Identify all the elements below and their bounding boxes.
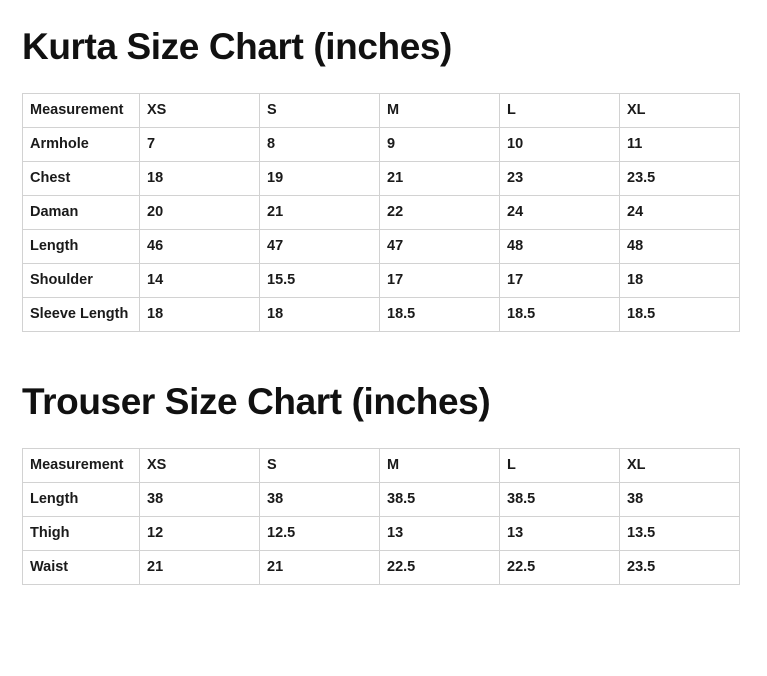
- cell-s: 47: [259, 229, 380, 264]
- table-row: Shoulder 14 15.5 17 17 18: [22, 263, 740, 298]
- kurta-size-table: Measurement XS S M L XL Armhole 7 8 9 10…: [22, 93, 740, 332]
- cell-m: 22: [379, 195, 500, 230]
- cell-s: 21: [259, 195, 380, 230]
- row-label: Shoulder: [22, 263, 140, 298]
- row-label: Sleeve Length: [22, 297, 140, 332]
- table-row: Armhole 7 8 9 10 11: [22, 127, 740, 162]
- table-row: Thigh 12 12.5 13 13 13.5: [22, 516, 740, 551]
- row-label: Waist: [22, 550, 140, 585]
- cell-s: 18: [259, 297, 380, 332]
- cell-xl: 48: [619, 229, 740, 264]
- cell-s: 38: [259, 482, 380, 517]
- cell-xs: 14: [139, 263, 260, 298]
- cell-m: 17: [379, 263, 500, 298]
- cell-m: 21: [379, 161, 500, 196]
- column-header-l: L: [499, 448, 620, 483]
- column-header-s: S: [259, 448, 380, 483]
- cell-s: 12.5: [259, 516, 380, 551]
- cell-xs: 20: [139, 195, 260, 230]
- cell-xs: 7: [139, 127, 260, 162]
- cell-xl: 11: [619, 127, 740, 162]
- row-label: Chest: [22, 161, 140, 196]
- column-header-measurement: Measurement: [22, 448, 140, 483]
- cell-xl: 13.5: [619, 516, 740, 551]
- cell-l: 17: [499, 263, 620, 298]
- cell-l: 22.5: [499, 550, 620, 585]
- column-header-xl: XL: [619, 93, 740, 128]
- cell-xs: 12: [139, 516, 260, 551]
- row-label: Thigh: [22, 516, 140, 551]
- cell-xl: 24: [619, 195, 740, 230]
- trouser-chart-title: Trouser Size Chart (inches): [22, 381, 491, 422]
- column-header-measurement: Measurement: [22, 93, 140, 128]
- cell-m: 18.5: [379, 297, 500, 332]
- cell-xs: 21: [139, 550, 260, 585]
- cell-l: 48: [499, 229, 620, 264]
- cell-m: 13: [379, 516, 500, 551]
- column-header-xs: XS: [139, 93, 260, 128]
- cell-xl: 18.5: [619, 297, 740, 332]
- cell-xl: 18: [619, 263, 740, 298]
- cell-s: 15.5: [259, 263, 380, 298]
- table-row: Sleeve Length 18 18 18.5 18.5 18.5: [22, 297, 740, 332]
- row-label: Daman: [22, 195, 140, 230]
- cell-l: 38.5: [499, 482, 620, 517]
- cell-s: 8: [259, 127, 380, 162]
- cell-xs: 46: [139, 229, 260, 264]
- kurta-chart-title: Kurta Size Chart (inches): [22, 26, 452, 67]
- cell-xl: 23.5: [619, 161, 740, 196]
- trouser-size-table: Measurement XS S M L XL Length 38 38 38.…: [22, 448, 740, 585]
- cell-xl: 38: [619, 482, 740, 517]
- column-header-s: S: [259, 93, 380, 128]
- cell-l: 18.5: [499, 297, 620, 332]
- table-row: Length 38 38 38.5 38.5 38: [22, 482, 740, 517]
- column-header-xl: XL: [619, 448, 740, 483]
- cell-l: 23: [499, 161, 620, 196]
- cell-xl: 23.5: [619, 550, 740, 585]
- cell-m: 38.5: [379, 482, 500, 517]
- table-row: Waist 21 21 22.5 22.5 23.5: [22, 550, 740, 585]
- row-label: Armhole: [22, 127, 140, 162]
- cell-l: 24: [499, 195, 620, 230]
- table-row: Daman 20 21 22 24 24: [22, 195, 740, 230]
- cell-s: 19: [259, 161, 380, 196]
- column-header-xs: XS: [139, 448, 260, 483]
- row-label: Length: [22, 482, 140, 517]
- cell-s: 21: [259, 550, 380, 585]
- table-row: Length 46 47 47 48 48: [22, 229, 740, 264]
- table-row: Chest 18 19 21 23 23.5: [22, 161, 740, 196]
- cell-xs: 18: [139, 297, 260, 332]
- trouser-size-chart-section: Trouser Size Chart (inches) Measurement …: [22, 383, 740, 585]
- column-header-m: M: [379, 93, 500, 128]
- cell-l: 10: [499, 127, 620, 162]
- table-header-row: Measurement XS S M L XL: [22, 93, 740, 128]
- column-header-m: M: [379, 448, 500, 483]
- cell-m: 47: [379, 229, 500, 264]
- cell-xs: 18: [139, 161, 260, 196]
- cell-m: 9: [379, 127, 500, 162]
- cell-xs: 38: [139, 482, 260, 517]
- cell-l: 13: [499, 516, 620, 551]
- table-header-row: Measurement XS S M L XL: [22, 448, 740, 483]
- row-label: Length: [22, 229, 140, 264]
- column-header-l: L: [499, 93, 620, 128]
- kurta-size-chart-section: Kurta Size Chart (inches) Measurement XS…: [22, 28, 740, 332]
- cell-m: 22.5: [379, 550, 500, 585]
